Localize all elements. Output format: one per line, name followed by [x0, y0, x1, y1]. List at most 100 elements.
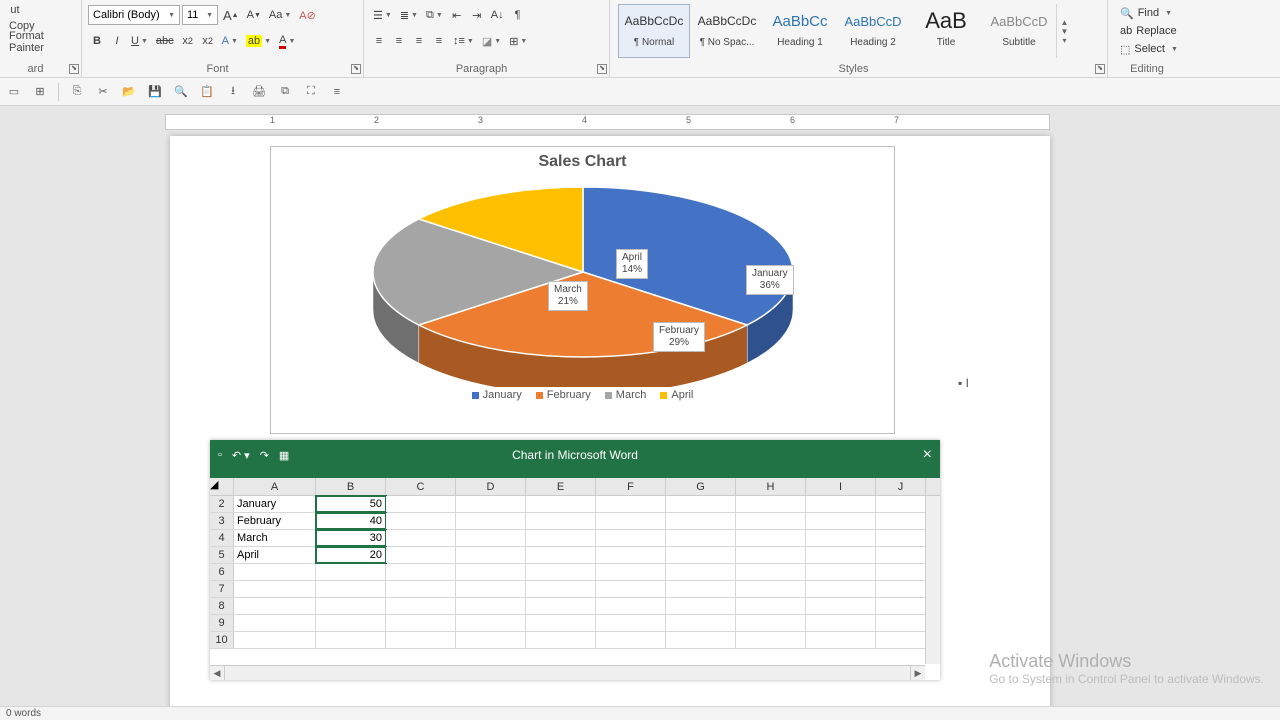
- cell[interactable]: [806, 547, 876, 563]
- cell[interactable]: [456, 564, 526, 580]
- align-left-button[interactable]: ≡: [370, 30, 388, 52]
- cell[interactable]: [316, 564, 386, 580]
- row-header[interactable]: 5: [210, 547, 234, 563]
- sort-button[interactable]: A↓: [488, 4, 507, 26]
- cell[interactable]: [806, 564, 876, 580]
- open-icon[interactable]: 📂: [119, 82, 139, 102]
- cell[interactable]: [386, 615, 456, 631]
- cell[interactable]: [736, 564, 806, 580]
- subscript-button[interactable]: x2: [179, 30, 197, 52]
- cell[interactable]: [234, 598, 316, 614]
- cell[interactable]: [234, 581, 316, 597]
- cell[interactable]: [526, 632, 596, 648]
- cell[interactable]: [316, 632, 386, 648]
- column-header[interactable]: H: [736, 478, 806, 495]
- row-header[interactable]: 2: [210, 496, 234, 512]
- cell[interactable]: [386, 513, 456, 529]
- table-row[interactable]: 5April20: [210, 547, 940, 564]
- cell[interactable]: [596, 615, 666, 631]
- cell[interactable]: [876, 513, 926, 529]
- style-item[interactable]: AaBTitle: [910, 4, 982, 58]
- font-color-button[interactable]: A▼: [276, 30, 298, 52]
- cell[interactable]: [234, 632, 316, 648]
- cell[interactable]: [526, 581, 596, 597]
- cell[interactable]: [806, 581, 876, 597]
- table-row[interactable]: 3February40: [210, 513, 940, 530]
- column-header[interactable]: I: [806, 478, 876, 495]
- cell[interactable]: [386, 564, 456, 580]
- clear-formatting-button[interactable]: A⊘: [296, 4, 319, 26]
- highlight-button[interactable]: ab▼: [243, 30, 274, 52]
- zoom-icon[interactable]: ⛶: [301, 82, 321, 102]
- cell[interactable]: [234, 564, 316, 580]
- cell[interactable]: [736, 615, 806, 631]
- align-right-button[interactable]: ≡: [410, 30, 428, 52]
- underline-button[interactable]: U▼: [128, 30, 151, 52]
- row-header[interactable]: 8: [210, 598, 234, 614]
- cell[interactable]: [876, 581, 926, 597]
- cell[interactable]: [666, 581, 736, 597]
- shading-button[interactable]: ◪▼: [479, 30, 504, 52]
- cell[interactable]: [456, 581, 526, 597]
- select-all-corner[interactable]: ◢: [210, 478, 234, 495]
- horizontal-ruler[interactable]: 1234567: [165, 114, 1050, 130]
- new-icon[interactable]: ▭: [4, 82, 24, 102]
- column-header[interactable]: F: [596, 478, 666, 495]
- increase-indent-button[interactable]: ⇥: [468, 4, 486, 26]
- line-spacing-button[interactable]: ↕≡▼: [450, 30, 477, 52]
- justify-button[interactable]: ≡: [430, 30, 448, 52]
- cell[interactable]: 30: [316, 530, 386, 546]
- strikethrough-button[interactable]: abc: [153, 30, 177, 52]
- cell[interactable]: [736, 598, 806, 614]
- column-header[interactable]: E: [526, 478, 596, 495]
- cell[interactable]: February: [234, 513, 316, 529]
- cell[interactable]: [456, 598, 526, 614]
- more-icon[interactable]: ≡: [327, 82, 347, 102]
- row-header[interactable]: 10: [210, 632, 234, 648]
- cell[interactable]: [876, 530, 926, 546]
- cell[interactable]: [316, 615, 386, 631]
- cell[interactable]: [806, 598, 876, 614]
- styles-gallery[interactable]: AaBbCcDc¶ NormalAaBbCcDc¶ No Spac...AaBb…: [616, 2, 1101, 60]
- dialog-launcher-icon[interactable]: ⬊: [1095, 64, 1105, 74]
- cell[interactable]: [234, 615, 316, 631]
- export-icon[interactable]: ⭳: [223, 82, 243, 102]
- cell[interactable]: [876, 547, 926, 563]
- cell[interactable]: [736, 632, 806, 648]
- format-painter-button[interactable]: Format Painter: [6, 34, 75, 50]
- cell[interactable]: [876, 496, 926, 512]
- cell[interactable]: April: [234, 547, 316, 563]
- cell[interactable]: [596, 530, 666, 546]
- preview-icon[interactable]: 🔍: [171, 82, 191, 102]
- cell[interactable]: [526, 547, 596, 563]
- excel-titlebar[interactable]: ▫ ↶ ▾ ↷ ▦ Chart in Microsoft Word ×: [210, 440, 940, 470]
- replace-button[interactable]: abReplace: [1118, 22, 1186, 40]
- data-icon[interactable]: ▦: [279, 449, 289, 462]
- text-effects-button[interactable]: A▼: [219, 30, 241, 52]
- borders-button[interactable]: ⊞▼: [506, 30, 530, 52]
- shrink-font-button[interactable]: A▼: [244, 4, 264, 26]
- cell[interactable]: 50: [316, 496, 386, 512]
- row-header[interactable]: 6: [210, 564, 234, 580]
- cell[interactable]: [386, 581, 456, 597]
- cell[interactable]: [596, 564, 666, 580]
- font-size-select[interactable]: 11▼: [182, 5, 218, 25]
- cell[interactable]: [386, 530, 456, 546]
- cell[interactable]: [596, 632, 666, 648]
- excel-grid[interactable]: ◢ABCDEFGHIJ 2January503February404March3…: [210, 478, 940, 649]
- cell[interactable]: January: [234, 496, 316, 512]
- undo-icon[interactable]: ↶ ▾: [232, 449, 250, 462]
- table-row[interactable]: 8: [210, 598, 940, 615]
- cell[interactable]: [456, 513, 526, 529]
- cell[interactable]: [736, 581, 806, 597]
- numbering-button[interactable]: ≣▼: [397, 4, 421, 26]
- document-page[interactable]: Sales Chart January36%February29%March21…: [170, 136, 1050, 706]
- cell[interactable]: [316, 581, 386, 597]
- cell[interactable]: [456, 496, 526, 512]
- cell[interactable]: [666, 496, 736, 512]
- cell[interactable]: [316, 598, 386, 614]
- cell[interactable]: 40: [316, 513, 386, 529]
- cell[interactable]: [876, 564, 926, 580]
- column-header[interactable]: A: [234, 478, 316, 495]
- cell[interactable]: [386, 632, 456, 648]
